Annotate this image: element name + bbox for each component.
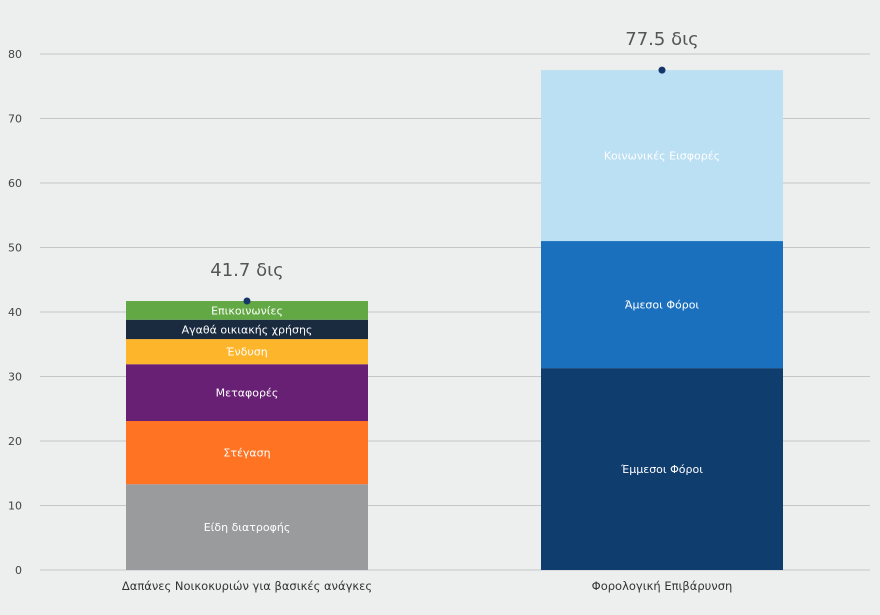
y-tick-label: 50 [8, 242, 22, 255]
y-tick-label: 80 [8, 48, 22, 61]
bar-segment [126, 364, 368, 422]
bar-segment [126, 421, 368, 485]
y-tick-label: 40 [8, 306, 22, 319]
bar-segment [126, 301, 368, 320]
bar-segment [126, 339, 368, 365]
total-marker [243, 297, 251, 305]
y-tick-label: 70 [8, 113, 22, 126]
segment-label: Είδη διατροφής [204, 521, 291, 534]
segment-label: Επικοινωνίες [211, 304, 283, 317]
segment-label: Στέγαση [223, 447, 270, 460]
y-tick-label: 0 [15, 564, 22, 577]
total-marker [658, 66, 666, 74]
segment-label: Κοινωνικές Εισφορές [604, 150, 720, 163]
bar-segment [541, 241, 783, 369]
segment-label: Αγαθά οικιακής χρήσης [182, 323, 313, 336]
segment-label: Ένδυση [225, 346, 267, 359]
bar-segment [126, 484, 368, 570]
segment-label: Έμμεσοι Φόροι [620, 463, 703, 476]
category-label: Φορολογική Επιβάρυνση [592, 579, 733, 593]
bar-segment [541, 368, 783, 570]
segment-label: Άμεσοι Φόροι [625, 299, 700, 312]
bar-segment [126, 319, 368, 340]
y-tick-label: 60 [8, 177, 22, 190]
total-label: 77.5 δις [625, 29, 698, 50]
category-label: Δαπάνες Νοικοκυριών για βασικές ανάγκες [122, 579, 372, 593]
y-tick-label: 30 [8, 371, 22, 384]
y-tick-label: 10 [8, 500, 22, 513]
y-tick-label: 20 [8, 435, 22, 448]
segment-label: Μεταφορές [216, 387, 279, 400]
bar-segment [541, 70, 783, 242]
total-label: 41.7 δις [210, 260, 283, 281]
